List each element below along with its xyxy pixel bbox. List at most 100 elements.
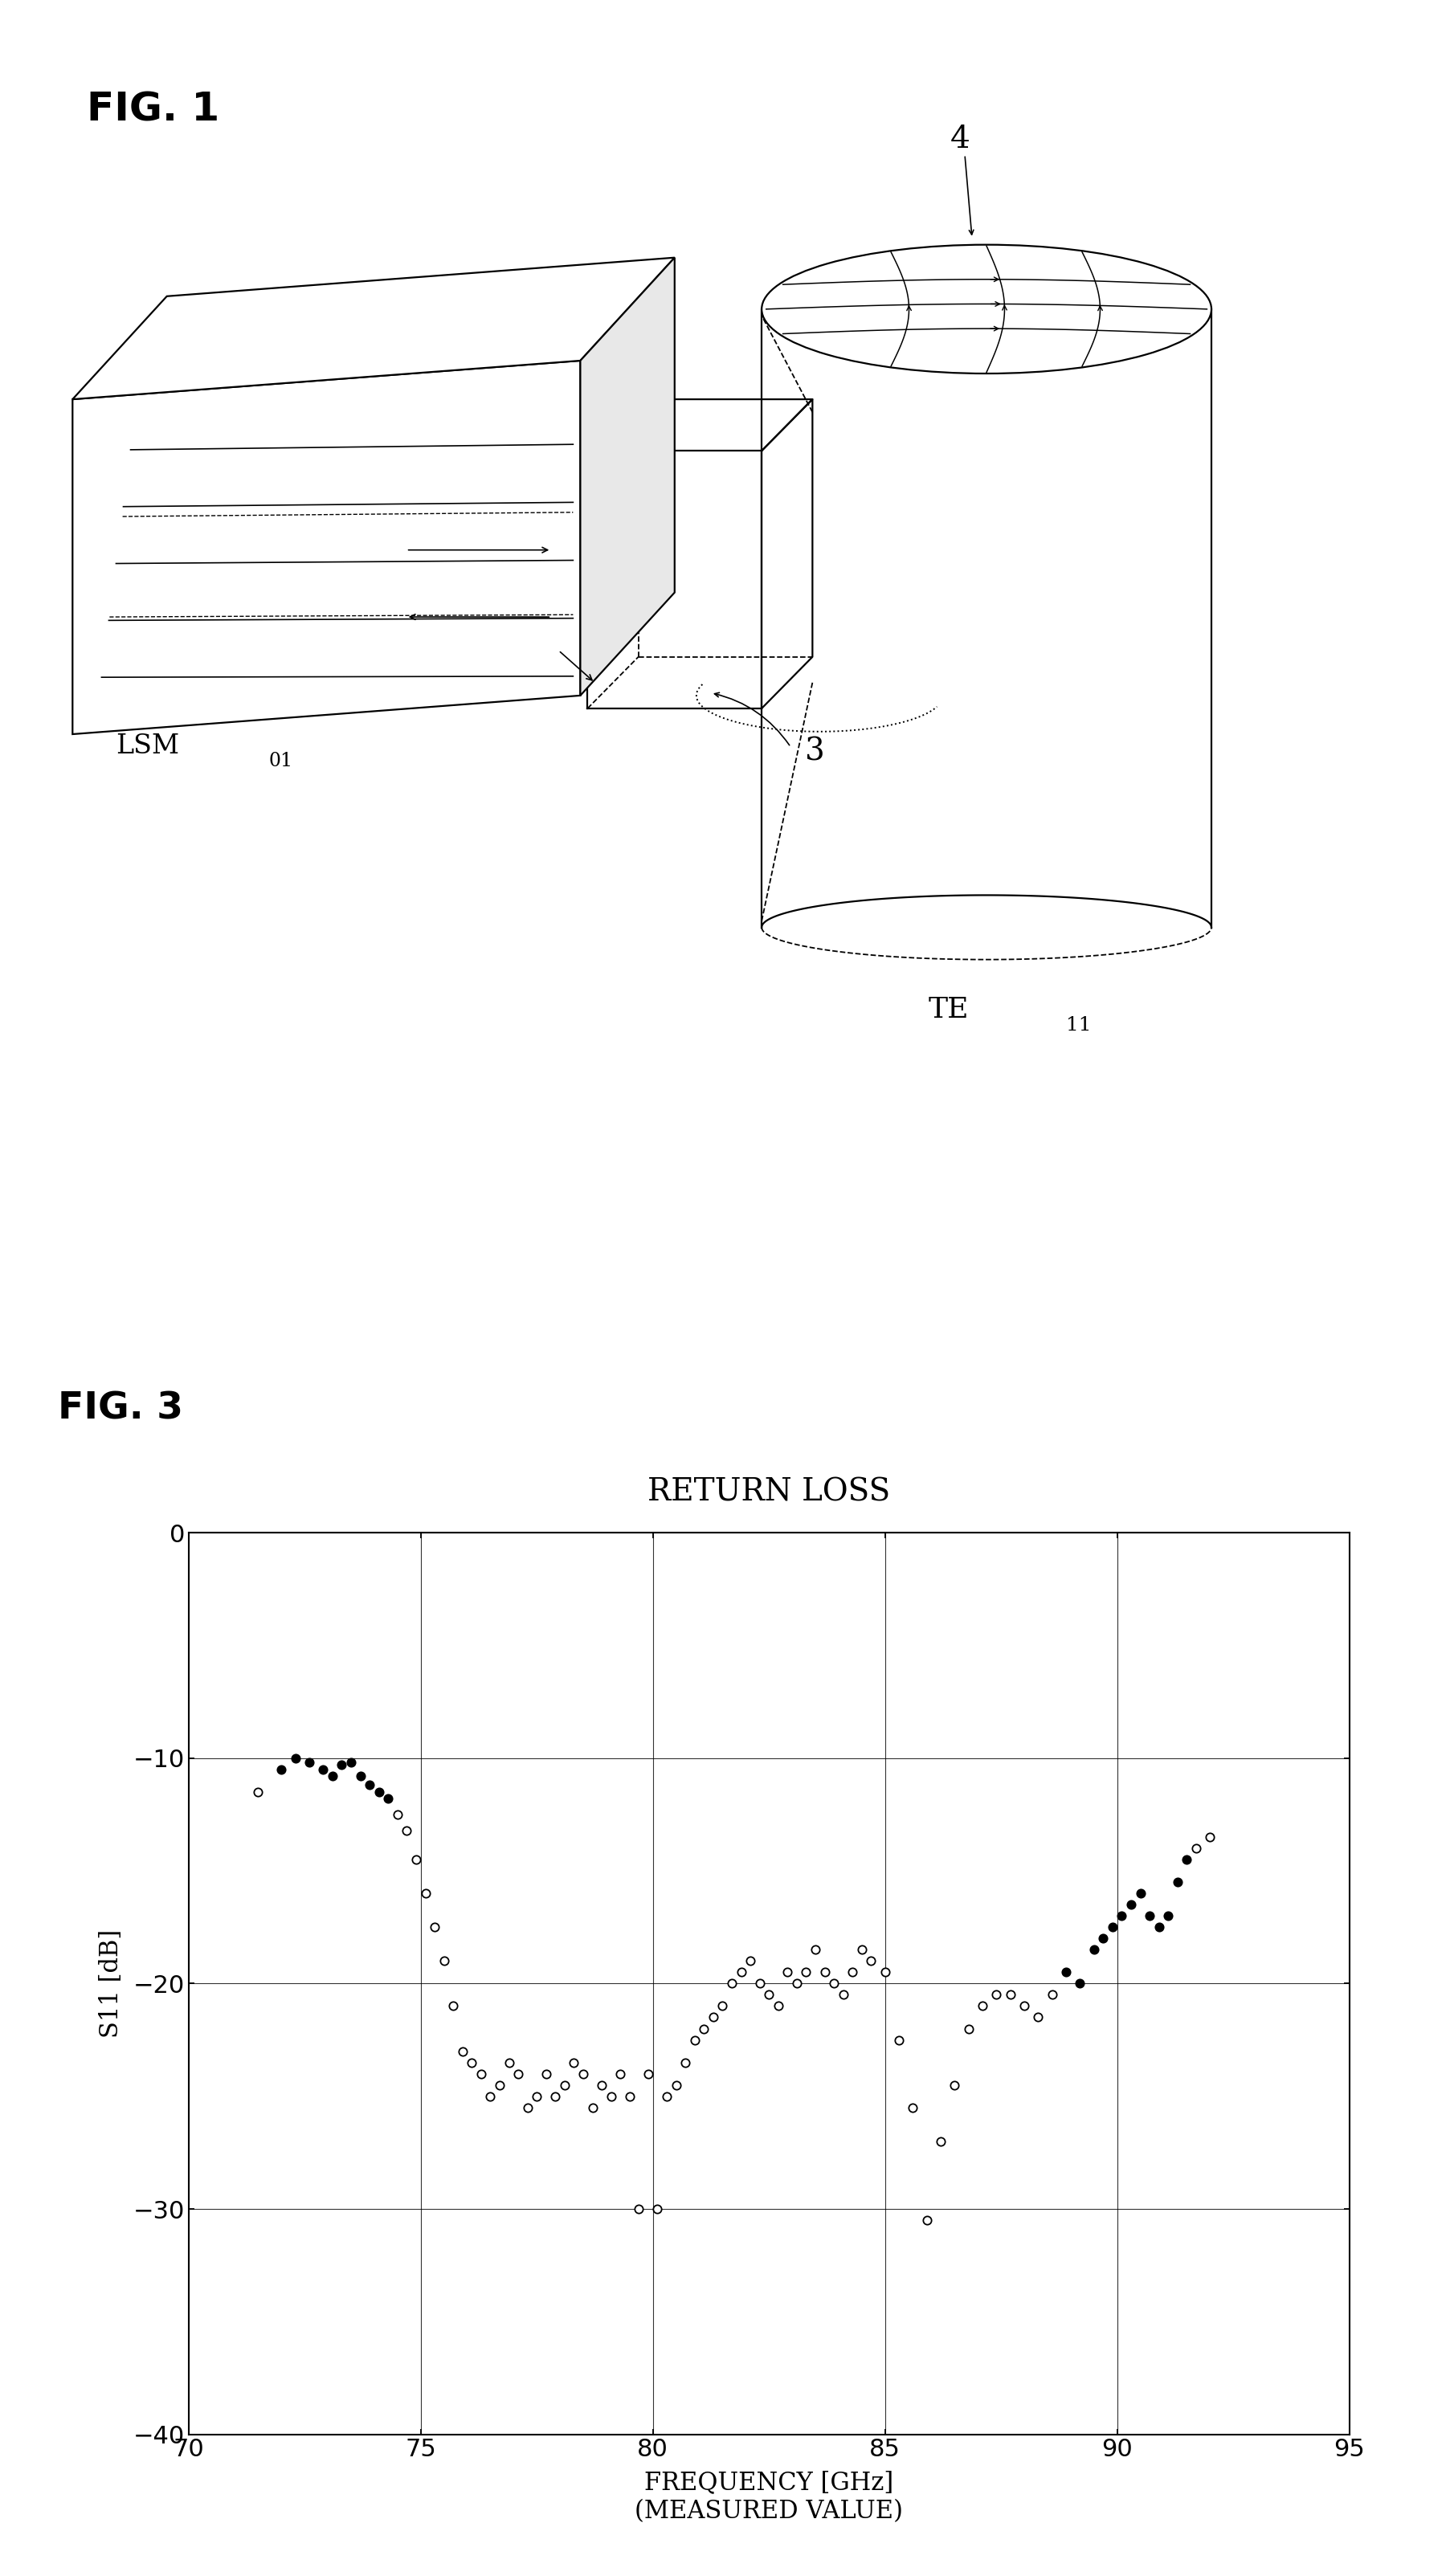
Point — [413, 1873, 436, 1914]
Point — [1027, 1996, 1050, 2038]
Point — [1054, 1953, 1077, 1994]
Point — [850, 1929, 873, 1971]
Point — [738, 1940, 761, 1981]
Point — [423, 1906, 447, 1947]
Point — [497, 2043, 521, 2084]
Point — [599, 2076, 622, 2117]
Text: 11: 11 — [1066, 1015, 1090, 1036]
Point — [1012, 1986, 1035, 2027]
Point — [683, 2020, 706, 2061]
Text: 4: 4 — [950, 124, 970, 155]
Point — [664, 2063, 687, 2105]
Point — [451, 2030, 474, 2071]
Point — [377, 1777, 400, 1819]
Text: 01: 01 — [268, 752, 293, 770]
Y-axis label: S11 [dB]: S11 [dB] — [99, 1929, 125, 2038]
Point — [506, 2053, 529, 2094]
Point — [618, 2076, 641, 2117]
Point — [563, 2043, 586, 2084]
Point — [719, 1963, 742, 2004]
Text: TE: TE — [928, 997, 969, 1023]
Point — [478, 2076, 502, 2117]
Point — [795, 1953, 818, 1994]
Point — [544, 2076, 567, 2117]
Point — [655, 2076, 679, 2117]
Point — [928, 2120, 951, 2161]
Point — [748, 1963, 771, 2004]
Point — [1137, 1896, 1160, 1937]
Text: 3: 3 — [805, 737, 825, 765]
Point — [702, 1996, 725, 2038]
Point — [247, 1772, 270, 1814]
Point — [571, 2053, 594, 2094]
Point — [812, 1953, 835, 1994]
Point — [803, 1929, 826, 1971]
Point — [590, 2063, 613, 2105]
Point — [348, 1757, 371, 1798]
Point — [822, 1963, 845, 2004]
Point — [441, 1986, 464, 2027]
Point — [784, 1963, 808, 2004]
Point — [1183, 1829, 1206, 1870]
Point — [1067, 1963, 1090, 2004]
Point — [970, 1986, 993, 2027]
Point — [339, 1741, 362, 1783]
Point — [841, 1953, 864, 1994]
Point — [900, 2087, 924, 2128]
Point — [487, 2063, 510, 2105]
Point — [580, 2087, 603, 2128]
Point — [386, 1793, 409, 1834]
Point — [367, 1772, 390, 1814]
Polygon shape — [72, 258, 674, 399]
Point — [405, 1839, 428, 1880]
Point — [729, 1953, 753, 1994]
Point — [1166, 1862, 1189, 1904]
Point — [858, 1940, 882, 1981]
Point — [673, 2043, 696, 2084]
Point — [985, 1973, 1008, 2014]
Point — [284, 1739, 307, 1780]
Point — [516, 2087, 539, 2128]
Point — [915, 2200, 938, 2241]
Polygon shape — [72, 361, 580, 734]
Ellipse shape — [761, 245, 1211, 374]
Point — [692, 2009, 715, 2050]
Point — [552, 2063, 576, 2105]
Point — [331, 1744, 354, 1785]
Point — [297, 1741, 320, 1783]
Point — [1128, 1873, 1151, 1914]
Point — [320, 1757, 344, 1798]
Point — [766, 1986, 789, 2027]
Point — [1156, 1896, 1179, 1937]
Point — [609, 2053, 632, 2094]
Point — [1175, 1839, 1198, 1880]
Point — [757, 1973, 780, 2014]
Point — [534, 2053, 557, 2094]
Point — [887, 2020, 911, 2061]
Point — [831, 1973, 854, 2014]
Point — [1198, 1816, 1221, 1857]
Text: RETURN LOSS: RETURN LOSS — [647, 1476, 890, 1507]
Point — [460, 2043, 483, 2084]
Text: FIG. 3: FIG. 3 — [58, 1391, 183, 1427]
Point — [432, 1940, 455, 1981]
Polygon shape — [580, 258, 674, 696]
Point — [1101, 1906, 1124, 1947]
Point — [998, 1973, 1021, 2014]
Point — [1040, 1973, 1063, 2014]
Point — [1090, 1917, 1114, 1960]
Text: FIG. 1: FIG. 1 — [87, 90, 220, 129]
Point — [1082, 1929, 1105, 1971]
X-axis label: FREQUENCY [GHz]
(MEASURED VALUE): FREQUENCY [GHz] (MEASURED VALUE) — [635, 2470, 902, 2524]
Point — [776, 1953, 799, 1994]
Text: LSM: LSM — [116, 734, 180, 760]
Point — [873, 1953, 896, 1994]
Point — [1109, 1896, 1132, 1937]
Point — [1119, 1883, 1143, 1924]
Point — [637, 2053, 660, 2094]
Point — [957, 2009, 980, 2050]
Point — [710, 1986, 734, 2027]
Point — [270, 1749, 293, 1790]
Point — [1147, 1906, 1170, 1947]
Point — [626, 2190, 650, 2231]
